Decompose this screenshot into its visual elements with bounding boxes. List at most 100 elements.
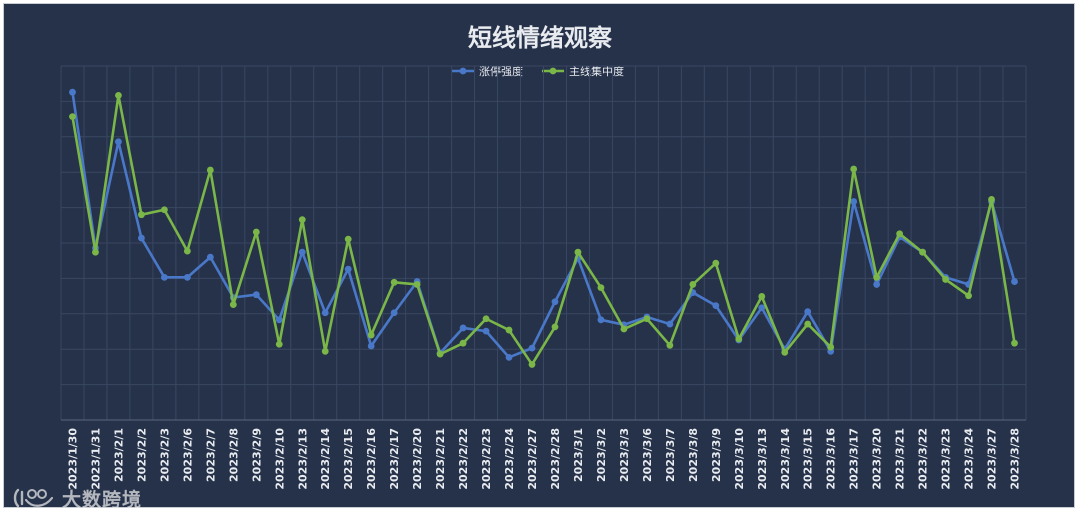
data-point [92, 248, 99, 256]
data-point [689, 281, 697, 288]
data-point [138, 234, 145, 242]
data-point [344, 265, 352, 273]
data-point [965, 292, 972, 300]
data-point [827, 343, 835, 351]
x-tick-label: 2023/2/10 [273, 428, 286, 490]
data-point [1011, 339, 1018, 347]
series-0 [69, 88, 1018, 361]
data-point [436, 350, 444, 358]
watermark: 大数跨境 [12, 486, 143, 511]
data-point [69, 113, 76, 121]
x-tick-label: 2023/1/30 [66, 428, 79, 490]
x-tick-label: 2023/3/15 [802, 428, 815, 490]
x-tick-label: 2023/2/7 [204, 428, 217, 482]
data-point [206, 166, 214, 174]
data-point [321, 347, 329, 355]
data-point [183, 247, 191, 255]
x-tick-label: 2023/3/20 [871, 428, 884, 490]
data-point [298, 216, 306, 224]
x-tick-label: 2023/2/3 [158, 428, 171, 482]
legend-label: 主线集中度 [569, 64, 624, 78]
data-point [367, 342, 375, 350]
x-tick-label: 2023/3/10 [733, 428, 746, 490]
data-point [115, 138, 122, 146]
data-point [712, 259, 720, 267]
data-point [160, 206, 168, 214]
x-tick-label: 2023/2/17 [388, 428, 401, 490]
data-point [482, 315, 490, 323]
data-point [229, 301, 237, 308]
x-tick-label: 2023/3/2 [595, 428, 608, 482]
x-axis-tick-labels: 2023/1/30 2023/1/31 2023/2/1 2023/2/2 2023/2… [66, 428, 1021, 490]
data-point [115, 91, 122, 99]
x-tick-label: 2023/2/2 [135, 428, 148, 482]
data-point [528, 361, 536, 368]
data-point [252, 228, 260, 236]
x-tick-label: 2023/3/14 [779, 428, 792, 490]
data-point [1011, 278, 1018, 285]
data-point [873, 273, 881, 281]
legend-marker-icon [459, 67, 467, 75]
x-tick-label: 2023/3/23 [940, 428, 953, 490]
series-layer [69, 88, 1018, 368]
legend-item: 主线集中度 [542, 64, 624, 78]
x-tick-label: 2023/2/9 [250, 428, 263, 482]
data-point [758, 304, 766, 312]
data-point [758, 293, 766, 300]
data-point [252, 291, 260, 299]
x-tick-label: 2023/2/23 [480, 428, 493, 490]
x-tick-label: 2023/3/1 [572, 428, 585, 482]
data-point [275, 316, 283, 324]
data-point [919, 248, 927, 256]
watermark-logo-icon [13, 488, 54, 508]
data-point [344, 235, 352, 243]
x-tick-label: 2023/2/24 [503, 428, 516, 490]
x-tick-label: 2023/2/16 [365, 428, 378, 490]
series-line [71, 92, 1016, 359]
data-point [597, 316, 605, 324]
x-tick-label: 2023/3/16 [825, 428, 838, 490]
x-tick-label: 2023/2/20 [411, 428, 424, 490]
x-tick-label: 2023/3/24 [963, 428, 976, 490]
data-point [160, 273, 168, 281]
x-tick-label: 2023/2/14 [319, 428, 332, 490]
data-point [459, 324, 467, 332]
data-point [574, 248, 582, 256]
data-point [482, 327, 490, 335]
data-point [666, 341, 674, 349]
data-point [390, 278, 398, 286]
data-point [643, 315, 651, 323]
data-point [367, 331, 375, 339]
series-1 [69, 91, 1018, 368]
x-tick-label: 2023/3/8 [687, 428, 700, 482]
x-tick-label: 2023/2/27 [526, 428, 539, 490]
line-chart: 短线情绪观察 涨停强度 主线集中度 2023/1/30 2023/1/31 2023/… [60, 24, 1027, 490]
data-point [505, 326, 513, 334]
x-tick-label: 2023/2/28 [549, 428, 562, 490]
x-tick-label: 2023/1/31 [89, 428, 102, 490]
x-tick-label: 2023/3/28 [1009, 428, 1022, 490]
data-point [505, 353, 513, 361]
data-point [804, 320, 812, 328]
data-point [620, 325, 628, 333]
x-tick-label: 2023/2/22 [457, 428, 470, 490]
x-tick-label: 2023/3/27 [986, 428, 999, 490]
x-tick-label: 2023/2/8 [227, 428, 240, 482]
data-point [551, 323, 559, 331]
legend: 涨停强度 主线集中度 [452, 64, 624, 78]
data-point [712, 302, 720, 310]
data-point [666, 320, 674, 328]
x-tick-label: 2023/3/13 [756, 428, 769, 490]
chart-title: 短线情绪观察 [468, 24, 613, 52]
x-tick-label: 2023/2/1 [112, 428, 125, 482]
data-point [850, 198, 858, 205]
x-tick-label: 2023/3/21 [894, 428, 907, 490]
data-point [298, 248, 306, 256]
data-point [804, 308, 812, 316]
data-point [321, 309, 329, 317]
data-point [873, 281, 881, 288]
data-point [781, 348, 789, 356]
watermark-text: 大数跨境 [62, 488, 143, 511]
legend-marker-icon [549, 67, 557, 75]
data-point [206, 253, 214, 261]
